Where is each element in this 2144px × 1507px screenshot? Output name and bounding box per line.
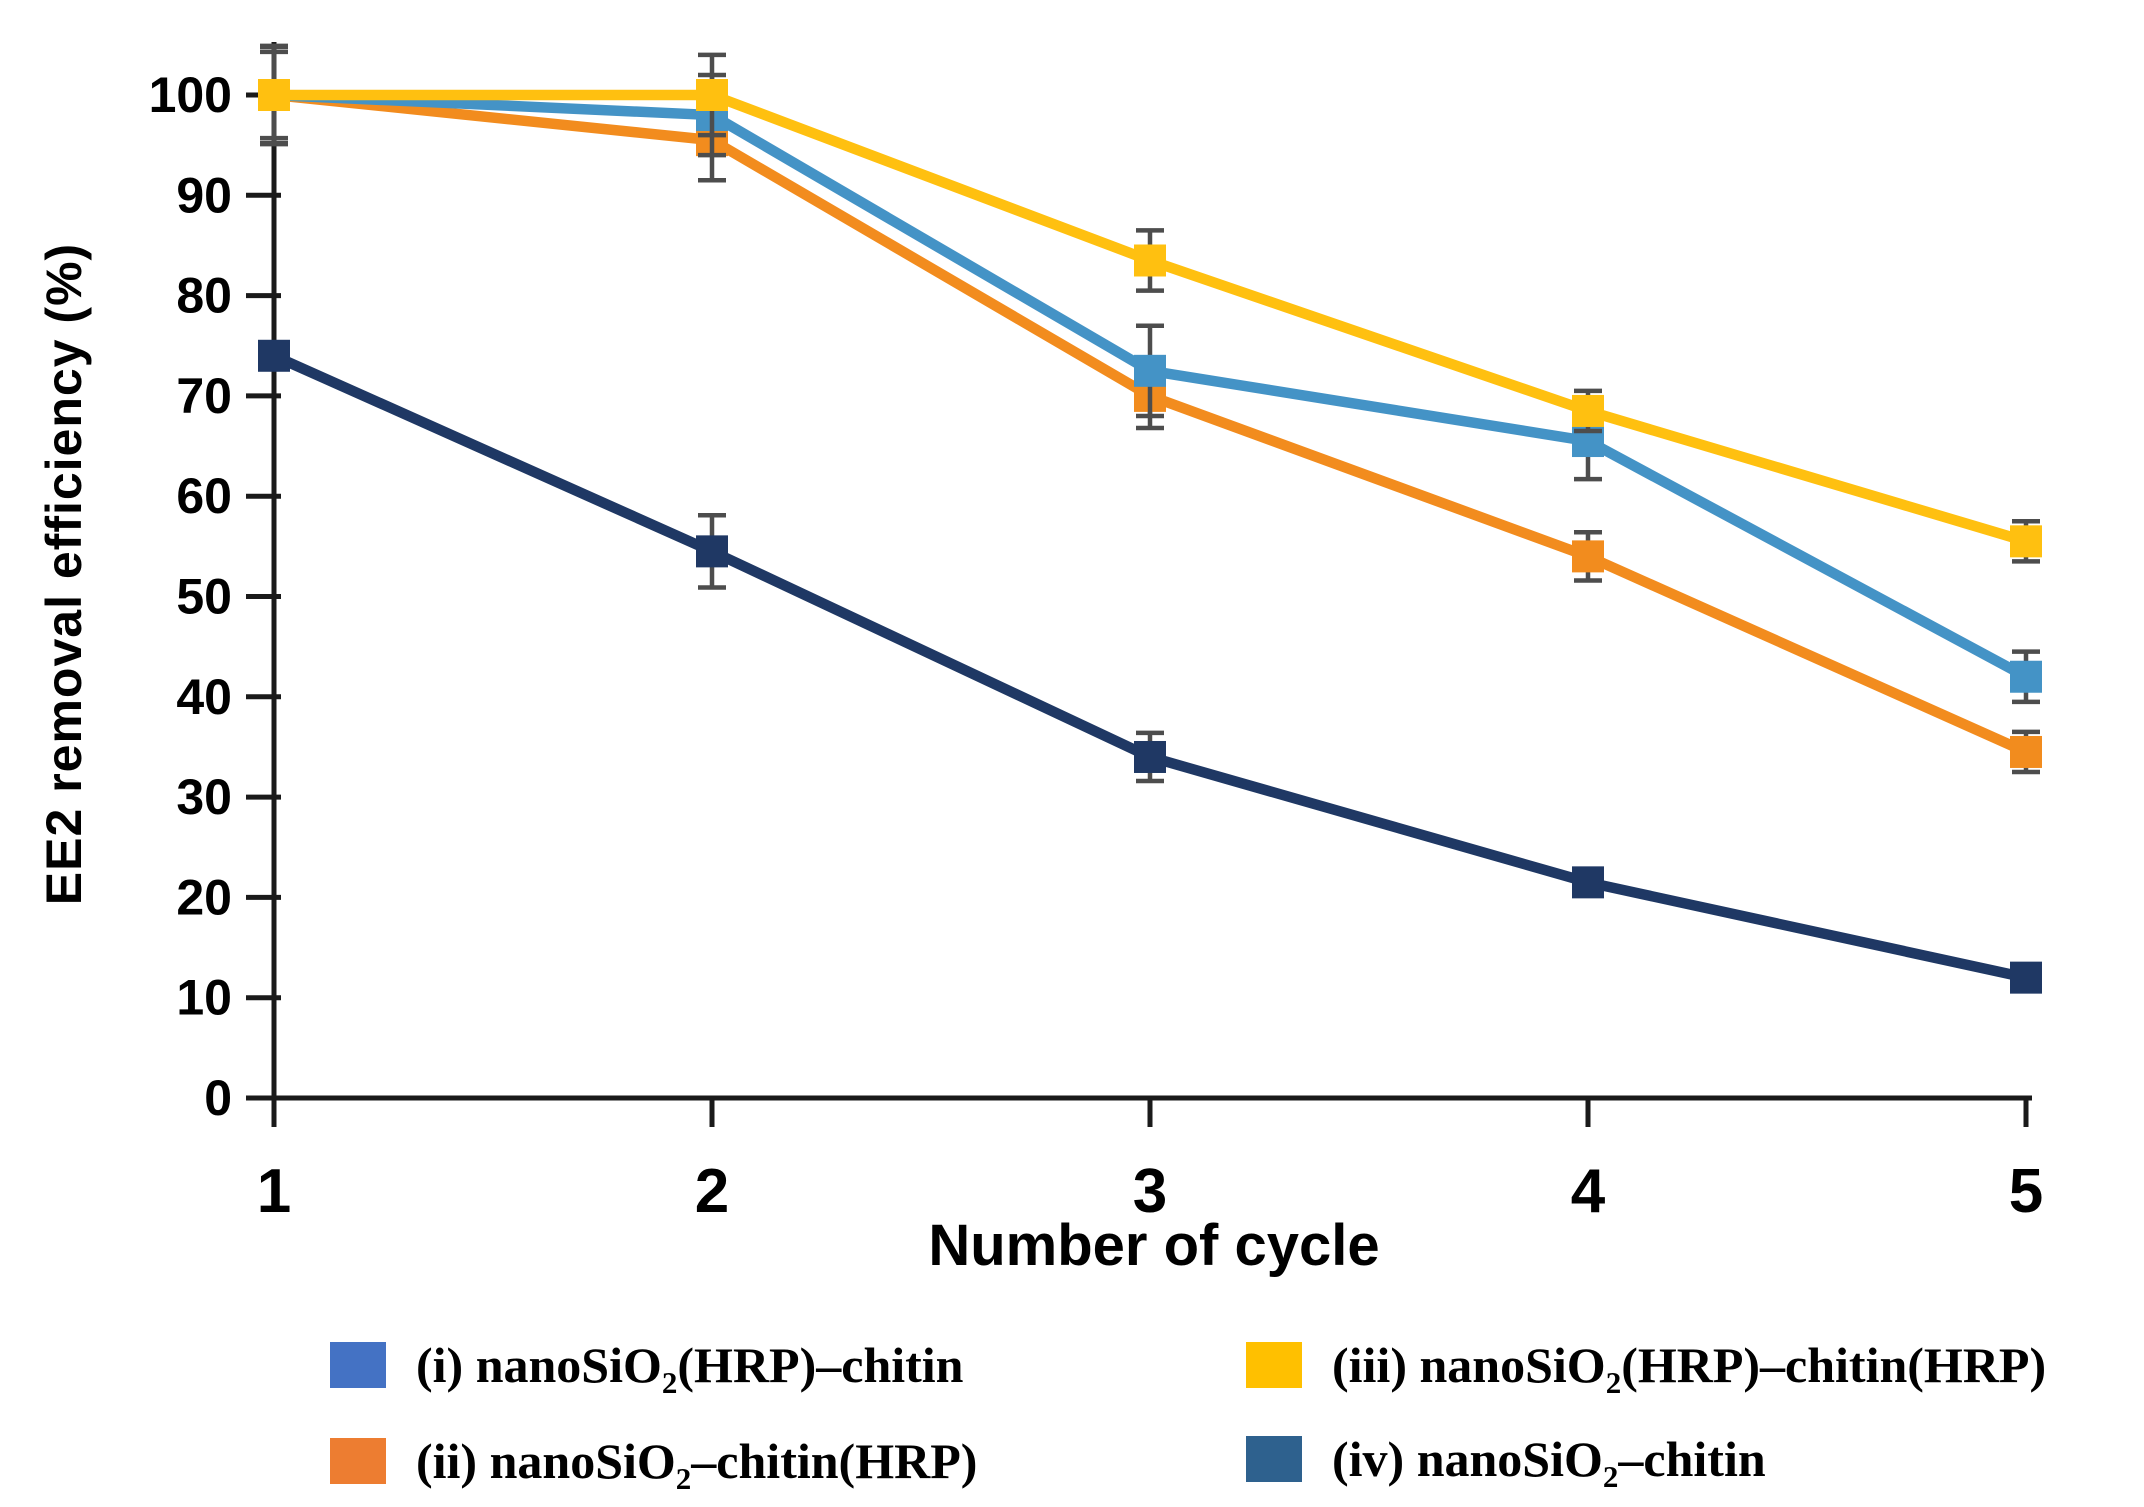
data-point-marker-i [2010,660,2042,693]
x-axis-title: Number of cycle [928,1213,1380,1278]
y-tick-label: 70 [176,368,232,424]
data-point-marker-iii [696,79,728,111]
data-point-marker-iii [1134,244,1166,277]
data-point-marker-iv [2010,961,2042,994]
y-tick-label: 50 [176,569,232,625]
data-point-marker-ii [2010,735,2042,768]
data-point-marker-iv [258,339,290,372]
legend-swatch-i [330,1342,386,1388]
legend-label-ii: (ii) nanoSiO2–chitin(HRP) [416,1433,978,1496]
data-point-marker-iv [1572,866,1604,899]
y-tick-label: 30 [176,769,232,825]
legend-swatch-iv [1246,1436,1302,1482]
y-tick-label: 60 [176,468,232,524]
series-line-iv [268,350,2032,983]
legend-item-iv: (iv) nanoSiO2–chitin [1246,1430,1766,1494]
y-tick-label: 20 [176,869,232,925]
data-point-marker-ii [1572,540,1604,573]
y-tick-label: 40 [176,669,232,725]
legend-label-iii: (iii) nanoSiO2(HRP)–chitin(HRP) [1332,1337,2047,1400]
y-tick-label: 0 [204,1070,232,1126]
legend-item-ii: (ii) nanoSiO2–chitin(HRP) [330,1432,978,1496]
x-tick-label: 1 [257,1157,291,1226]
y-tick-label: 80 [176,268,232,324]
data-point-marker-iv [696,535,728,568]
x-tick-label: 3 [1133,1157,1167,1226]
x-tick-label: 5 [2009,1157,2043,1226]
data-point-marker-iii [1572,394,1604,427]
data-point-marker-i [1134,354,1166,387]
legend-swatch-iii [1246,1342,1302,1388]
data-point-marker-iv [1134,740,1166,773]
x-tick-label: 2 [695,1157,729,1226]
legend-item-iii: (iii) nanoSiO2(HRP)–chitin(HRP) [1246,1336,2047,1400]
x-tick-label: 4 [1571,1157,1606,1226]
legend-swatch-ii [330,1438,386,1484]
legend-label-i: (i) nanoSiO2(HRP)–chitin [416,1337,964,1400]
y-tick-label: 90 [176,167,232,223]
data-point-marker-iii [258,79,290,111]
legend-label-iv: (iv) nanoSiO2–chitin [1332,1431,1766,1494]
legend-item-i: (i) nanoSiO2(HRP)–chitin [330,1336,964,1400]
y-tick-label: 10 [176,970,232,1026]
y-axis-title: EE2 removal efficiency (%) [36,242,92,906]
data-point-marker-iii [2010,525,2042,558]
chart-svg: 0 10 20 30 40 50 60 70 80 90 100 1 2 3 4 5 [149,42,2043,1226]
y-tick-label: 100 [149,67,232,123]
